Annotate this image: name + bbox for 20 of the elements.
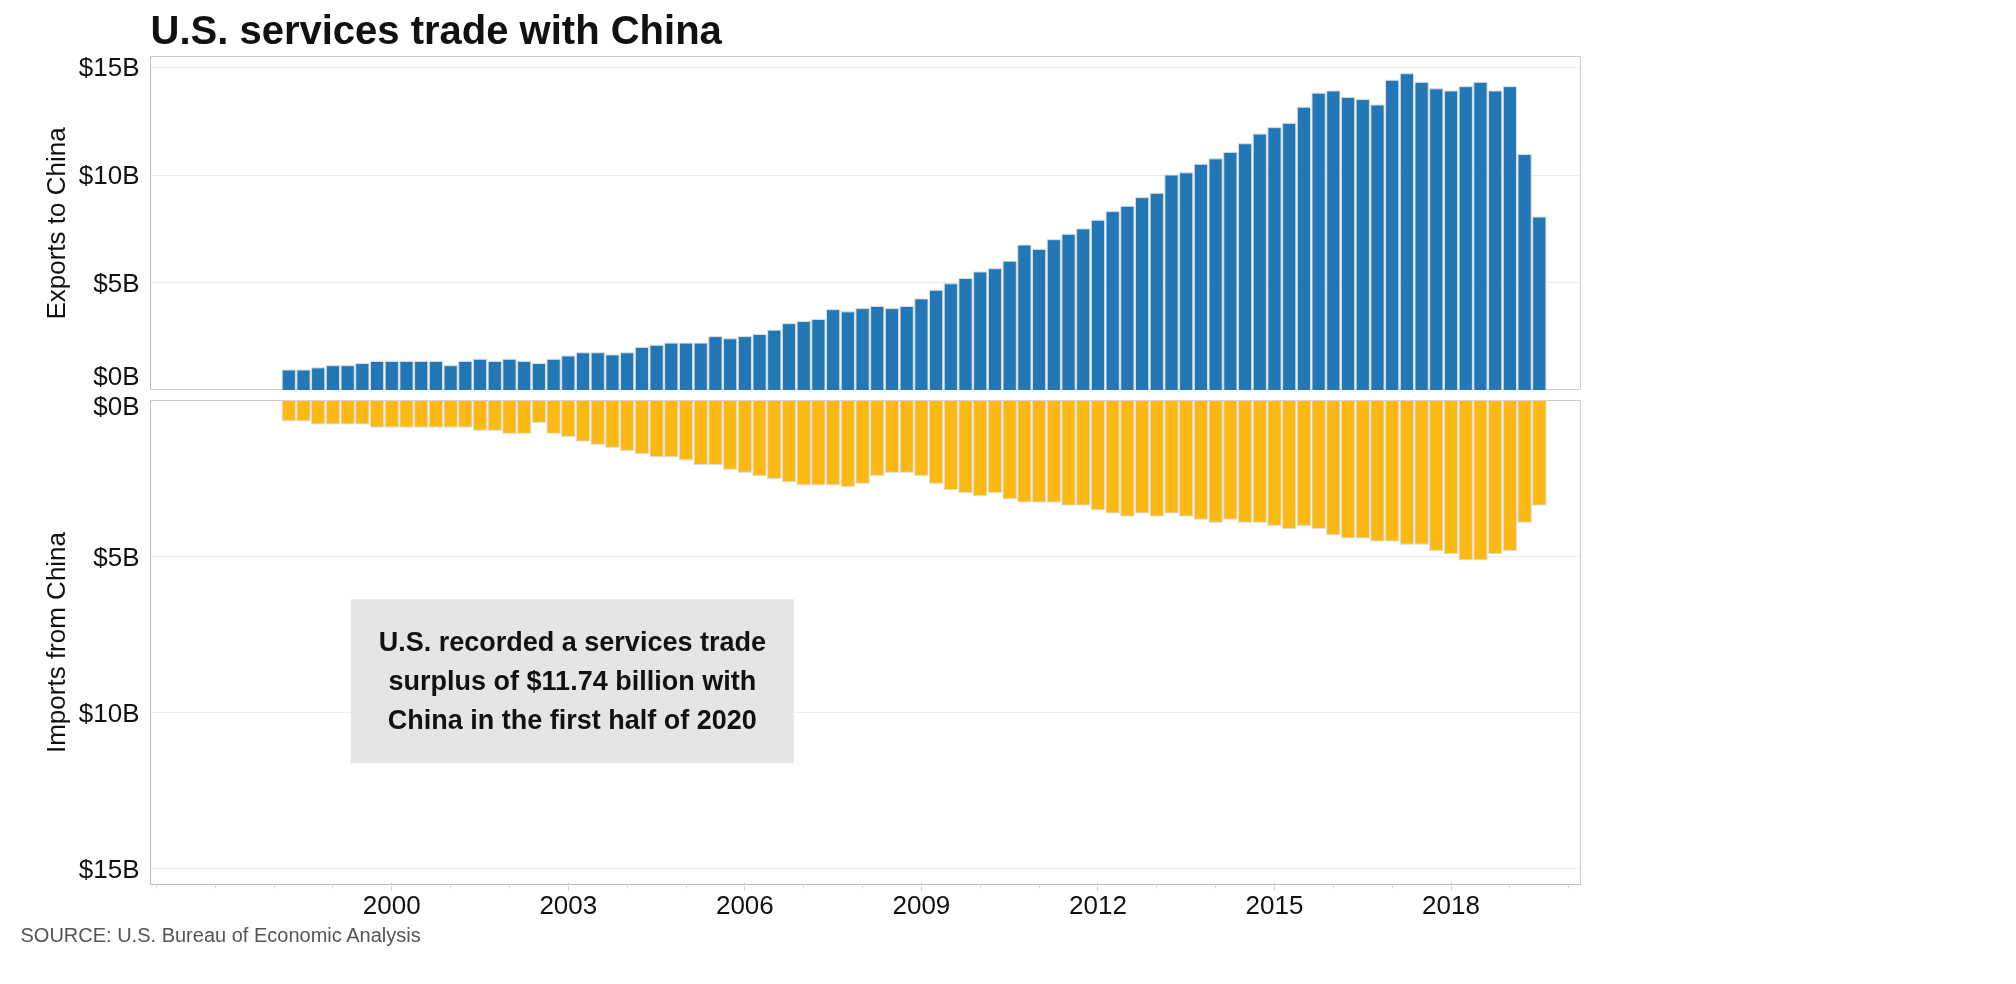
y-tick-label: $5B	[93, 267, 140, 298]
x-tick-label: 2009	[892, 889, 951, 920]
chart-title: U.S. services trade with China	[150, 7, 723, 52]
y-tick-label: $15B	[78, 853, 140, 884]
x-tick-label: 2006	[715, 889, 774, 920]
y-tick-label: $0B	[93, 360, 140, 391]
y-tick-label: $5B	[93, 541, 140, 572]
y-tick-label: $10B	[78, 697, 140, 728]
y-axis-title: Exports to China	[40, 126, 71, 320]
x-tick-label: 2015	[1245, 889, 1304, 920]
annotation: U.S. recorded a services trade surplus of $11.74 billion with China in the first half of 2020	[378, 627, 766, 736]
y-tick-label: $0B	[93, 390, 140, 421]
y-tick-label: $10B	[78, 160, 140, 191]
source-note: SOURCE: U.S. Bureau of Economic Analysis	[20, 923, 421, 946]
y-tick-label: $15B	[78, 52, 140, 83]
y-axis-title: Imports from China	[40, 531, 71, 754]
x-tick-label: 2003	[539, 889, 598, 920]
x-tick-label: 2000	[362, 889, 421, 920]
x-tick-label: 2018	[1422, 889, 1480, 920]
x-tick-label: 2012	[1069, 889, 1127, 920]
